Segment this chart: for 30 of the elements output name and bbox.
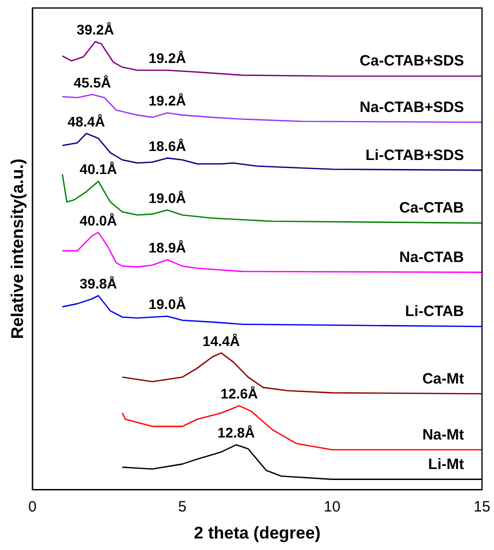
annotation: 19.2Å xyxy=(148,92,186,109)
annotation: 19.0Å xyxy=(148,296,186,312)
series-label: Li-CTAB xyxy=(405,303,464,320)
annotation: 12.8Å xyxy=(218,424,255,441)
series-label: Ca-Mt xyxy=(422,370,464,388)
x-axis-title: 2 theta (degree) xyxy=(194,523,320,542)
annotation: 12.6Å xyxy=(220,386,258,402)
x-tick-label: 5 xyxy=(178,498,186,516)
x-tick-label: 0 xyxy=(28,498,37,516)
annotation: 18.6Å xyxy=(148,138,186,154)
series-label: Ca-CTAB xyxy=(399,200,464,217)
series-label: Ca-CTAB+SDS xyxy=(360,52,464,70)
annotation: 40.0Å xyxy=(80,212,118,228)
x-tick-label: 10 xyxy=(324,498,340,516)
series-label: Li-Mt xyxy=(428,456,464,473)
y-axis-title: Relative intensity(a.u.) xyxy=(8,158,27,340)
series-label: Na-CTAB xyxy=(399,248,464,266)
annotation: 39.2Å xyxy=(76,21,114,38)
annotation: 14.4Å xyxy=(202,332,240,349)
annotation: 18.9Å xyxy=(148,240,186,256)
series-label: Li-CTAB+SDS xyxy=(366,146,464,164)
annotation: 39.8Å xyxy=(80,275,118,292)
annotation: 19.0Å xyxy=(148,190,186,206)
annotation: 48.4Å xyxy=(68,113,106,130)
series-label: Na-Mt xyxy=(422,426,464,444)
x-tick-label: 15 xyxy=(474,498,490,516)
annotation: 19.2Å xyxy=(148,50,186,66)
series-label: Na-CTAB+SDS xyxy=(360,98,464,116)
annotation: 45.5Å xyxy=(74,74,112,90)
annotation: 40.1Å xyxy=(80,161,118,178)
